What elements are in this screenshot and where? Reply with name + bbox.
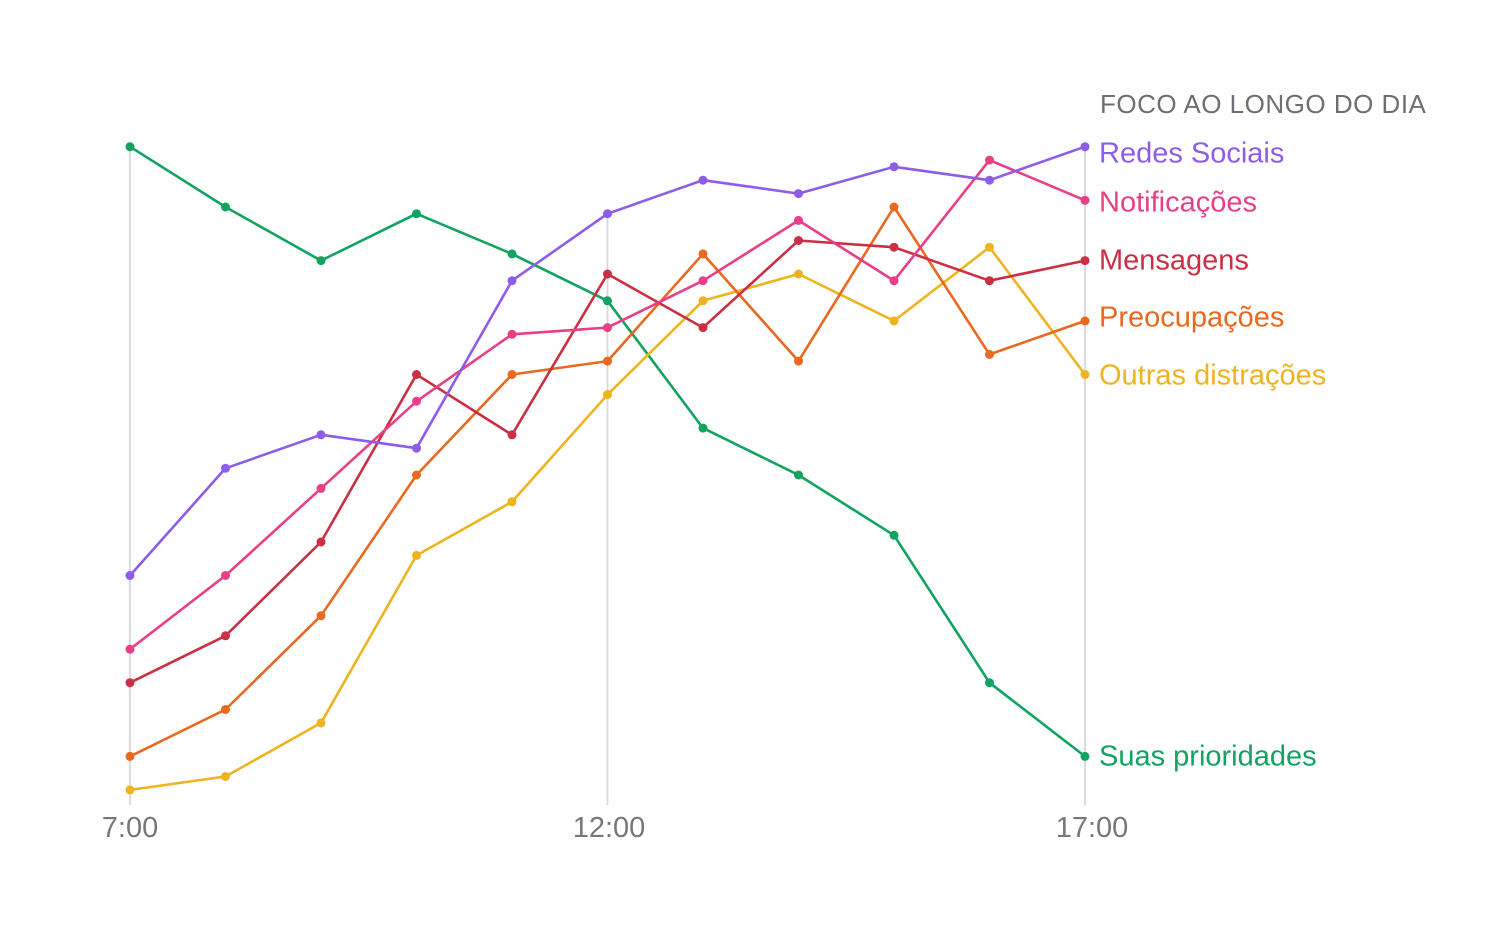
data-point — [507, 370, 517, 379]
legend-label-preocupacoes: Preocupações — [1099, 301, 1285, 334]
data-point — [412, 470, 421, 480]
data-point — [794, 189, 803, 199]
data-point — [316, 430, 326, 440]
data-point — [412, 370, 421, 379]
data-point — [794, 236, 803, 245]
data-point — [985, 242, 994, 252]
data-point — [698, 249, 708, 259]
data-point — [316, 718, 326, 728]
data-point — [507, 276, 517, 286]
data-point — [603, 209, 612, 219]
data-point — [1080, 142, 1090, 152]
x-axis-tick-7: 7:00 — [101, 812, 159, 844]
legend-label-outras-distracoes: Outras distrações — [1099, 359, 1327, 392]
data-point — [698, 296, 708, 306]
data-point — [221, 631, 230, 641]
data-point — [316, 537, 326, 547]
data-point — [125, 644, 135, 654]
data-point — [985, 175, 994, 185]
data-point — [698, 276, 708, 286]
data-point — [507, 329, 517, 339]
data-point — [125, 751, 135, 761]
x-axis-tick-17: 17:00 — [1055, 812, 1129, 844]
data-point — [412, 396, 421, 406]
data-point — [316, 256, 326, 266]
data-point — [507, 430, 517, 440]
data-point — [1080, 370, 1090, 379]
data-point — [125, 678, 135, 688]
data-point — [985, 155, 994, 165]
data-point — [603, 356, 612, 366]
data-point — [603, 323, 612, 333]
data-point — [1080, 256, 1090, 266]
data-point — [889, 162, 899, 172]
data-point — [603, 269, 612, 279]
data-point — [889, 276, 899, 286]
data-point — [889, 530, 899, 540]
data-point — [221, 463, 230, 473]
data-point — [603, 390, 612, 400]
data-point — [698, 423, 708, 433]
data-point — [698, 323, 708, 333]
data-point — [603, 296, 612, 306]
x-axis-tick-12: 12:00 — [572, 812, 646, 844]
data-point — [221, 705, 230, 714]
data-point — [794, 269, 803, 279]
data-point — [985, 349, 994, 359]
data-point — [412, 443, 421, 453]
data-point — [412, 209, 421, 219]
data-point — [125, 142, 135, 152]
data-point — [889, 202, 899, 212]
data-point — [221, 772, 230, 781]
data-point — [794, 215, 803, 225]
data-point — [412, 550, 421, 560]
data-point — [316, 611, 326, 621]
data-point — [1080, 751, 1090, 761]
data-point — [507, 249, 517, 259]
chart-title: FOCO AO LONGO DO DIA — [1100, 89, 1427, 119]
legend-label-redes-sociais: Redes Sociais — [1099, 137, 1285, 170]
data-point — [1080, 195, 1090, 205]
legend-label-mensagens: Mensagens — [1099, 244, 1249, 277]
legend-label-notificacoes: Notificações — [1099, 186, 1257, 219]
data-point — [794, 356, 803, 366]
data-point — [889, 242, 899, 252]
data-point — [1080, 316, 1090, 326]
data-point — [221, 571, 230, 580]
data-point — [985, 276, 994, 286]
data-point — [985, 678, 994, 688]
data-point — [507, 497, 517, 507]
legend-label-suas-prioridades: Suas prioridades — [1099, 740, 1317, 773]
data-point — [889, 316, 899, 326]
data-point — [125, 571, 135, 580]
data-point — [316, 483, 326, 493]
data-point — [794, 470, 803, 480]
data-point — [125, 785, 135, 795]
data-point — [698, 175, 708, 185]
data-point — [221, 202, 230, 212]
